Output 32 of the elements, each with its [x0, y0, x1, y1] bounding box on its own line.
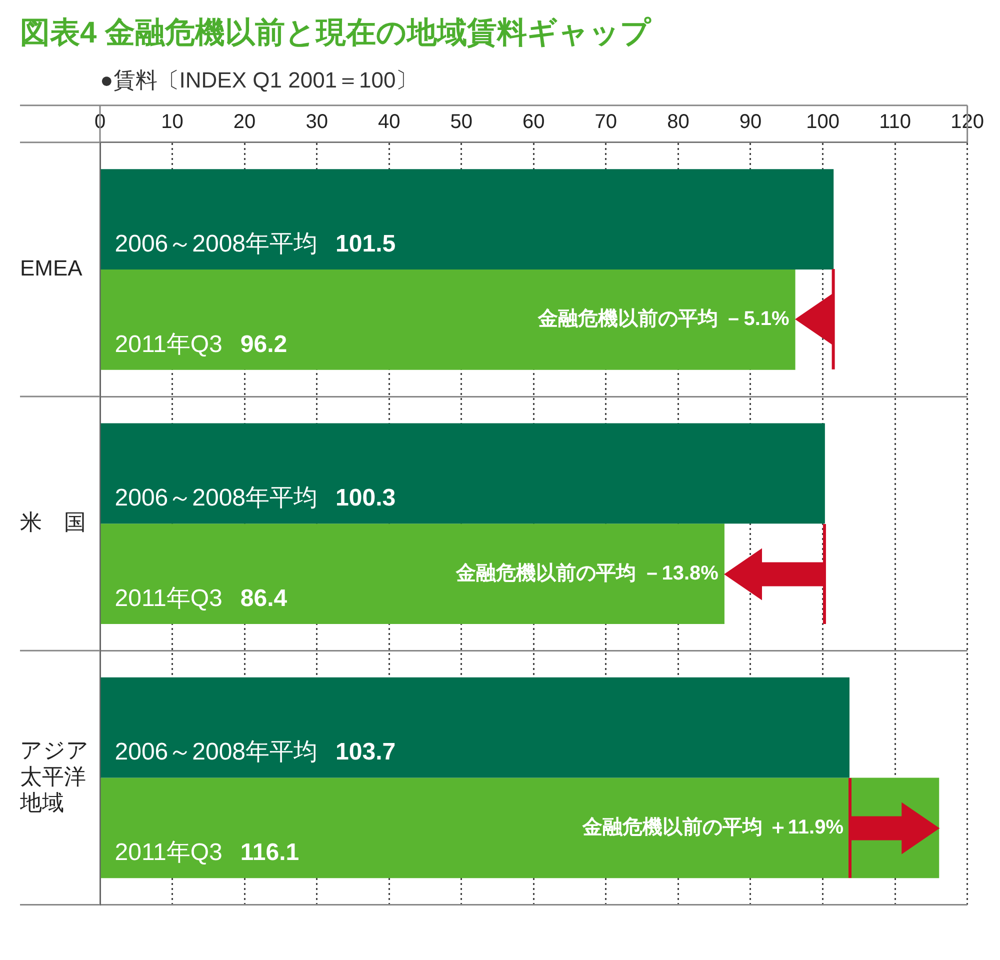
x-tick-label: 10	[161, 110, 184, 133]
x-tick-label: 90	[739, 110, 762, 133]
y-tick-label: EMEA	[20, 256, 83, 281]
annotation: 金融危機以前の平均 －5.1%	[537, 308, 790, 330]
annotation: 金融危機以前の平均 ＋11.9%	[581, 816, 844, 838]
x-axis-title: ●賃料〔INDEX Q1 2001＝100〕	[100, 67, 418, 92]
data-label: 103.7	[336, 738, 396, 766]
data-label: 116.1	[240, 839, 300, 866]
x-tick-label: 100	[806, 110, 840, 133]
y-tick-label: 米 国	[20, 510, 86, 535]
text: 2006～2008年平均	[114, 484, 318, 512]
x-tick-label: 60	[522, 110, 545, 133]
x-tick-label: 20	[233, 110, 256, 133]
series-label: 2011年Q3	[114, 584, 222, 612]
x-tick-label: 120	[950, 110, 984, 133]
y-tick-label: アジア太平洋地域	[19, 737, 89, 816]
x-tick-label: 70	[594, 110, 618, 133]
text: 2011年Q3	[114, 839, 222, 866]
chart-title: 図表4 金融危機以前と現在の地域賃料ギャップ	[20, 16, 652, 50]
series-label: 2006～2008年平均	[114, 230, 318, 258]
annotation: 金融危機以前の平均 －13.8%	[455, 562, 719, 584]
data-label: 100.3	[336, 484, 396, 512]
data-label: 101.5	[336, 230, 396, 258]
text: 2011年Q3	[114, 330, 222, 358]
x-tick-label: 40	[378, 110, 400, 133]
x-tick-label: 80	[667, 110, 690, 133]
x-tick-label: 110	[879, 110, 911, 133]
text: 2006～2008年平均	[114, 738, 318, 766]
data-label: 96.2	[240, 330, 288, 358]
data-label: 86.4	[240, 584, 288, 612]
x-tick-label: 30	[306, 110, 328, 133]
x-tick-label: 50	[450, 110, 473, 133]
